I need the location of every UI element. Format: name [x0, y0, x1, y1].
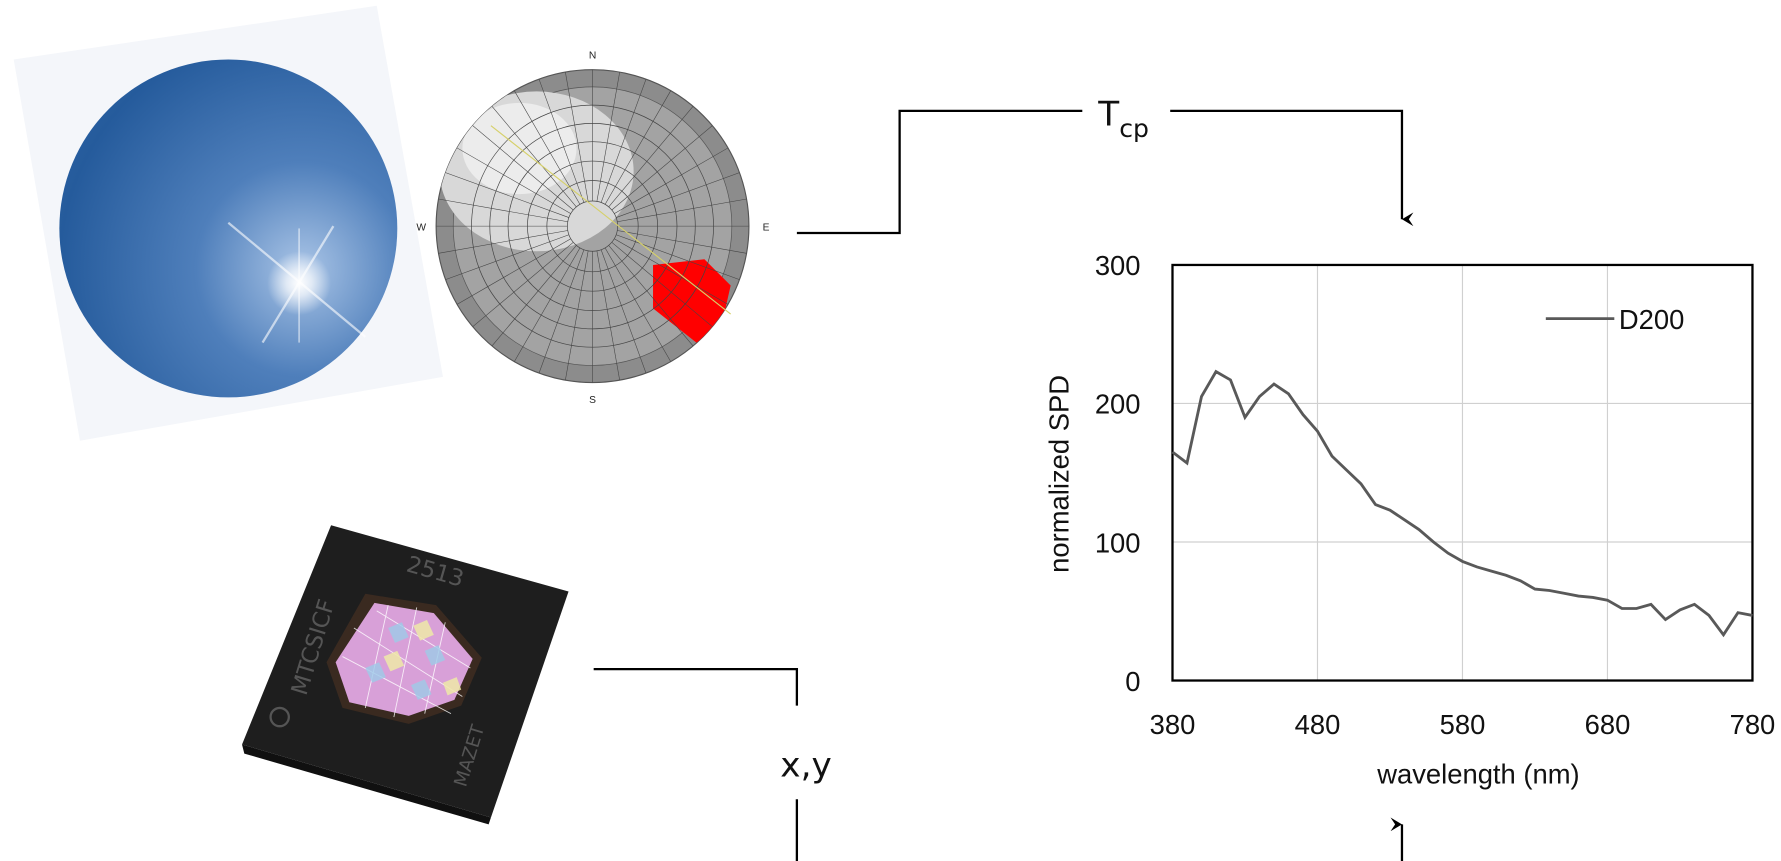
x-tick-label: 480: [1295, 709, 1341, 740]
xy-label: x,y: [780, 745, 831, 785]
connector-arrow: [1170, 111, 1402, 219]
tcp-main: T: [1097, 95, 1120, 135]
x-tick-label: 580: [1440, 709, 1486, 740]
sky-map: N E S W: [416, 50, 769, 406]
y-tick-label: 200: [1095, 389, 1141, 420]
tcp-subscript: cp: [1119, 114, 1149, 143]
spd-chart: wavelength (nm) normalized SPD 0 100 200 30…: [1044, 250, 1776, 789]
sky-photo: [14, 6, 443, 441]
compass-label: S: [589, 395, 596, 406]
x-tick-label: 380: [1150, 709, 1196, 740]
tcp-label: Tcp: [1097, 95, 1149, 143]
x-tick-label: 680: [1585, 709, 1631, 740]
connector-arrow: [797, 799, 1402, 861]
sensor-chip: 2513 MTCSICF MAZET: [242, 525, 569, 824]
compass-label: W: [416, 223, 426, 234]
legend-label: D200: [1619, 304, 1684, 335]
x-tick-label: 780: [1730, 709, 1776, 740]
connector: [594, 669, 797, 706]
connector: [797, 111, 1082, 233]
compass-label: N: [589, 50, 596, 61]
y-tick-label: 300: [1095, 250, 1141, 281]
y-axis-label: normalized SPD: [1044, 375, 1075, 573]
y-tick-label: 0: [1125, 666, 1140, 697]
diagram: N E S W 2513 MTCSICF MAZET Tcp x,y: [0, 0, 1781, 861]
y-tick-label: 100: [1095, 527, 1141, 558]
x-axis-label: wavelength (nm): [1376, 758, 1579, 789]
compass-label: E: [763, 223, 770, 234]
